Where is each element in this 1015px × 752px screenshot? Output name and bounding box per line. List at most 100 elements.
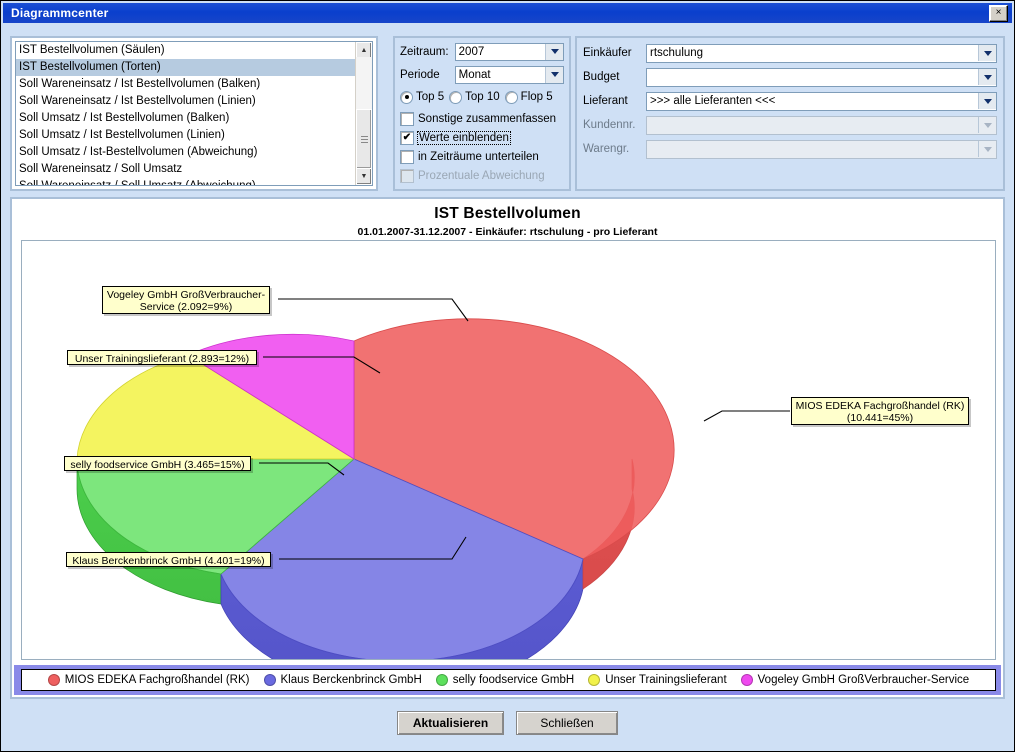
chart-subtitle: 01.01.2007-31.12.2007 - Einkäufer: rtsch… (357, 226, 658, 238)
options-checkbox-group: Sonstige zusammenfassen ✔ Werte einblenden… (400, 109, 564, 185)
filter-label-warengr: Warengr. (583, 143, 630, 155)
radio-label: Flop 5 (520, 91, 553, 103)
filter-label-lieferant: Lieferant (583, 95, 628, 107)
chart-type-list-item[interactable]: Soll Umsatz / Ist-Bestellvolumen (Abweic… (19, 146, 258, 158)
checkbox-icon: ✔ (400, 130, 414, 145)
filter-select-kundennr (646, 115, 997, 135)
chart-type-list: IST Bestellvolumen (Säulen) IST Bestellvo… (16, 42, 356, 185)
legend-color-swatch-icon (263, 674, 276, 686)
chart-type-listbox-inner: IST Bestellvolumen (Säulen) IST Bestellvo… (15, 41, 373, 186)
chevron-down-icon[interactable] (978, 69, 996, 85)
filter-label-budget: Budget (583, 71, 620, 83)
chart-type-listbox[interactable]: IST Bestellvolumen (Säulen) IST Bestellvo… (10, 36, 378, 191)
legend-item: Unser Trainingslieferant (588, 674, 727, 686)
checkbox-label: Sonstige zusammenfassen (418, 112, 557, 125)
options-panel: Zeitraum: 2007 Periode Monat Top 5 Top 10… (393, 36, 571, 191)
chart-title: IST Bestellvolumen (434, 205, 581, 222)
radio-icon (504, 90, 518, 104)
periode-value: Monat (458, 68, 491, 81)
filters-panel: Einkäufer rtschulung Budget Lieferant >>> al… (575, 36, 1005, 191)
chevron-down-icon[interactable] (545, 66, 563, 83)
chevron-down-icon[interactable] (545, 43, 563, 60)
callout-mios-line2: (10.441=45%) (846, 412, 914, 424)
pie-slice-selly-foodservice[interactable] (76, 458, 356, 575)
callout-selly-foodservice: selly foodservice GmbH (3.465=15%) (64, 456, 251, 471)
checkbox-label: in Zeiträume unterteilen (418, 150, 539, 163)
chevron-down-icon[interactable] (978, 93, 996, 109)
chart-plot-area: Vogeley GmbH GroßVerbraucher- Service (2… (21, 240, 996, 660)
chart-type-list-item[interactable]: Soll Umsatz / Ist Bestellvolumen (Balken… (19, 112, 230, 124)
filter-select-lieferant[interactable]: >>> alle Lieferanten <<< (646, 91, 997, 111)
checkbox-icon (400, 149, 414, 164)
radio-flop-5[interactable]: Flop 5 (504, 90, 553, 104)
chart-legend: MIOS EDEKA Fachgroßhandel (RK) Klaus Berc… (21, 669, 996, 691)
close-icon[interactable]: × (989, 4, 1008, 22)
checkbox-sonstige-zusammenfassen[interactable]: Sonstige zusammenfassen (400, 109, 564, 128)
chevron-down-icon (978, 141, 996, 157)
chart-type-list-item[interactable]: Soll Wareneinsatz / Soll Umsatz (19, 163, 183, 175)
leader-line-vogeley (278, 298, 469, 322)
checkbox-werte-einblenden[interactable]: ✔ Werte einblenden (400, 128, 564, 147)
periode-label: Periode (400, 68, 440, 81)
chart-type-list-item[interactable]: IST Bestellvolumen (Torten) (16, 59, 356, 76)
checkbox-icon (400, 168, 414, 183)
filter-label-einkufer: Einkäufer (583, 47, 632, 59)
scroll-down-icon[interactable]: ▼ (356, 168, 372, 185)
filter-value-lieferant: >>> alle Lieferanten <<< (650, 95, 776, 107)
callout-mios-line1: MIOS EDEKA Fachgroßhandel (RK) (795, 400, 965, 412)
refresh-button[interactable]: Aktualisieren (397, 711, 504, 735)
callout-unser-trainingslieferant: Unser Trainingslieferant (2.893=12%) (67, 350, 257, 365)
filter-rows: Einkäufer rtschulung Budget Lieferant >>> al… (583, 43, 997, 159)
legend-color-swatch-icon (435, 674, 448, 686)
filter-select-warengr (646, 139, 997, 159)
legend-color-swatch-icon (740, 674, 753, 686)
close-button[interactable]: Schließen (516, 711, 618, 735)
chart-type-list-item[interactable]: IST Bestellvolumen (Säulen) (19, 44, 165, 56)
chevron-down-icon[interactable] (978, 45, 996, 61)
window-title: Diagrammcenter (11, 6, 109, 20)
legend-color-swatch-icon (47, 674, 60, 686)
chevron-down-icon (978, 117, 996, 133)
chart-type-list-item[interactable]: Soll Umsatz / Ist Bestellvolumen (Linien… (19, 129, 225, 141)
chart-frame: IST Bestellvolumen 01.01.2007-31.12.2007… (10, 197, 1005, 699)
legend-label: MIOS EDEKA Fachgroßhandel (RK) (64, 674, 250, 686)
zeitraum-label: Zeitraum: (400, 45, 449, 58)
legend-label: Klaus Berckenbrinck GmbH (280, 674, 422, 686)
filter-row-budget: Budget (583, 67, 997, 87)
legend-label: Vogeley GmbH GroßVerbraucher-Service (757, 674, 970, 686)
periode-row: Periode Monat (400, 65, 564, 84)
top-flop-radio-group: Top 5 Top 10 Flop 5 (400, 88, 564, 106)
checkbox-in-zeitr-ume-unterteilen[interactable]: in Zeiträume unterteilen (400, 147, 564, 166)
radio-top-5[interactable]: Top 5 (400, 90, 444, 104)
chart-list-scrollbar[interactable]: ▲ ▼ (355, 42, 372, 185)
scrollbar-thumb[interactable] (356, 109, 372, 169)
checkbox-icon (400, 111, 414, 126)
legend-item: MIOS EDEKA Fachgroßhandel (RK) (47, 674, 250, 686)
legend-label: Unser Trainingslieferant (605, 674, 727, 686)
callout-klaus-berckenbrinck: Klaus Berckenbrinck GmbH (4.401=19%) (66, 552, 271, 567)
filter-label-kundennr: Kundennr. (583, 119, 636, 131)
top-control-panel: IST Bestellvolumen (Säulen) IST Bestellvo… (10, 31, 1005, 193)
scrollbar-grip-icon (360, 135, 368, 144)
filter-row-lieferant: Lieferant >>> alle Lieferanten <<< (583, 91, 997, 111)
chart-type-list-item[interactable]: Soll Wareneinsatz / Soll Umsatz (Abweich… (16, 178, 356, 185)
filter-row-kundennr: Kundennr. (583, 115, 997, 135)
chart-type-list-item[interactable]: Soll Wareneinsatz / Ist Bestellvolumen (… (19, 95, 256, 107)
periode-select[interactable]: Monat (454, 65, 564, 84)
chart-type-list-item[interactable]: Soll Wareneinsatz / Ist Bestellvolumen (… (19, 78, 261, 90)
zeitraum-select[interactable]: 2007 (454, 42, 564, 61)
radio-top-10[interactable]: Top 10 (449, 90, 500, 104)
radio-icon (400, 90, 413, 104)
pie-slice-mios-edeka[interactable] (353, 318, 675, 560)
filter-select-einkufer[interactable]: rtschulung (646, 43, 997, 63)
filter-select-budget[interactable] (646, 67, 997, 87)
legend-item: Klaus Berckenbrinck GmbH (263, 674, 422, 686)
pie-chart-svg (76, 298, 790, 659)
legend-item: Vogeley GmbH GroßVerbraucher-Service (740, 674, 970, 686)
zeitraum-value: 2007 (458, 45, 485, 58)
scrollbar-track[interactable] (356, 57, 372, 170)
leader-line-klaus (279, 536, 467, 560)
checkbox-label: Werte einblenden (417, 130, 511, 145)
legend-label: selly foodservice GmbH (452, 674, 575, 686)
legend-item: selly foodservice GmbH (435, 674, 575, 686)
